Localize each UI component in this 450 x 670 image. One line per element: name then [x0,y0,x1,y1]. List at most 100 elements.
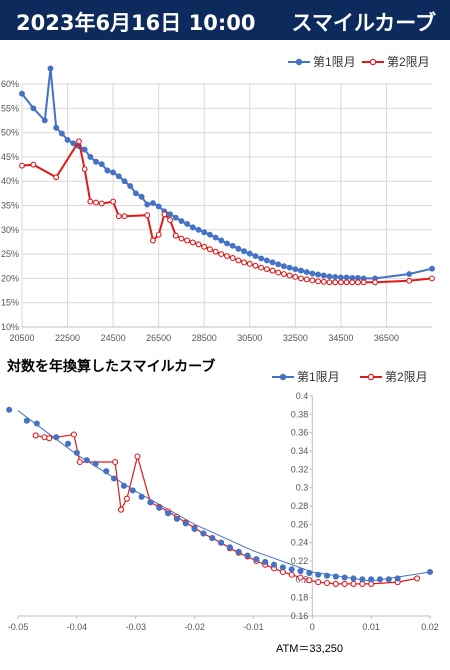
data-point [343,279,350,286]
data-point [279,564,286,571]
data-point [112,458,119,466]
data-point [147,499,154,506]
date-time-label: 2023年6月16日 10:00 [16,11,256,35]
data-point [110,169,117,176]
data-point [70,140,77,147]
data-point [337,279,344,286]
x-tick-label: 26500 [146,333,171,343]
x-tick-label: 34500 [328,333,353,343]
y-tick-label: 40% [1,176,19,186]
x-tick-label: 32500 [283,333,308,343]
data-point [70,431,77,438]
data-point [385,576,392,583]
data-point [41,117,48,124]
data-point [306,577,313,584]
data-point [83,457,90,464]
y-tick-label: 25% [1,249,19,259]
data-point [132,190,139,197]
data-point [224,240,230,247]
data-point [394,575,401,582]
data-point [58,130,65,137]
data-point [47,65,54,72]
fit-curve-line [17,410,431,582]
data-point [332,580,339,587]
data-point [303,269,310,276]
data-point [115,213,122,220]
x-tick-label: -0.03 [125,622,146,632]
legend-swatch-marker [295,58,303,66]
data-point [189,224,196,231]
data-point [349,279,356,286]
data-point [104,167,111,174]
series-line [21,138,433,284]
data-point [269,259,276,266]
data-point [206,231,213,238]
data-point [201,229,208,236]
data-point [262,558,269,565]
data-point [195,226,202,233]
data-point [235,548,242,555]
y-tick-label: 0.32 [291,464,309,474]
data-point [155,203,162,210]
data-point [360,279,367,286]
data-point [30,105,37,112]
data-point [103,468,110,475]
data-point [355,279,361,286]
data-point [297,568,304,575]
legend-label: 第2限月 [387,55,430,69]
data-point [326,279,333,286]
y-tick-label: 45% [1,152,19,162]
data-point [19,90,25,97]
data-point [134,453,141,460]
legend-label: 第1限月 [297,370,340,384]
data-point [182,520,189,527]
data-point [201,243,208,250]
data-point [341,580,348,587]
data-point [19,162,25,169]
data-point [286,264,293,271]
data-point [98,161,105,168]
legend-label: 第2限月 [385,370,428,384]
data-point [189,239,196,246]
data-point [332,573,339,580]
data-point [253,556,260,563]
data-point [73,449,80,456]
data-point [161,211,168,218]
data-point [121,213,128,220]
data-point [110,475,117,482]
data-point [372,279,379,286]
x-tick-label: 24500 [101,333,126,343]
data-point [332,279,339,286]
data-point [429,265,435,272]
y-tick-label: 60% [1,79,19,89]
series-line [21,68,433,280]
data-point [138,193,145,200]
x-tick-label: -0.05 [8,622,29,632]
y-tick-label: 0.24 [291,538,309,548]
data-point [178,218,185,225]
y-tick-label: 10% [1,322,19,332]
data-point [172,214,179,221]
x-tick-label: 0.02 [421,622,439,632]
data-point [167,217,174,224]
data-point [155,231,162,238]
data-point [209,535,216,542]
data-point [226,544,233,551]
data-point [414,575,421,582]
y-tick-label: 0.26 [291,519,309,529]
data-point [184,221,191,227]
data-point [144,212,151,219]
data-point [252,262,259,269]
data-point [244,552,251,559]
data-point [30,161,37,168]
data-point [286,272,293,279]
data-point [376,576,384,583]
x-tick-label: -0.02 [184,622,205,632]
data-point [298,267,304,274]
data-point [200,530,207,537]
data-point [280,263,287,270]
data-point [306,569,313,576]
data-point [368,576,375,583]
data-point [235,245,242,252]
y-tick-label: 20% [1,273,19,283]
